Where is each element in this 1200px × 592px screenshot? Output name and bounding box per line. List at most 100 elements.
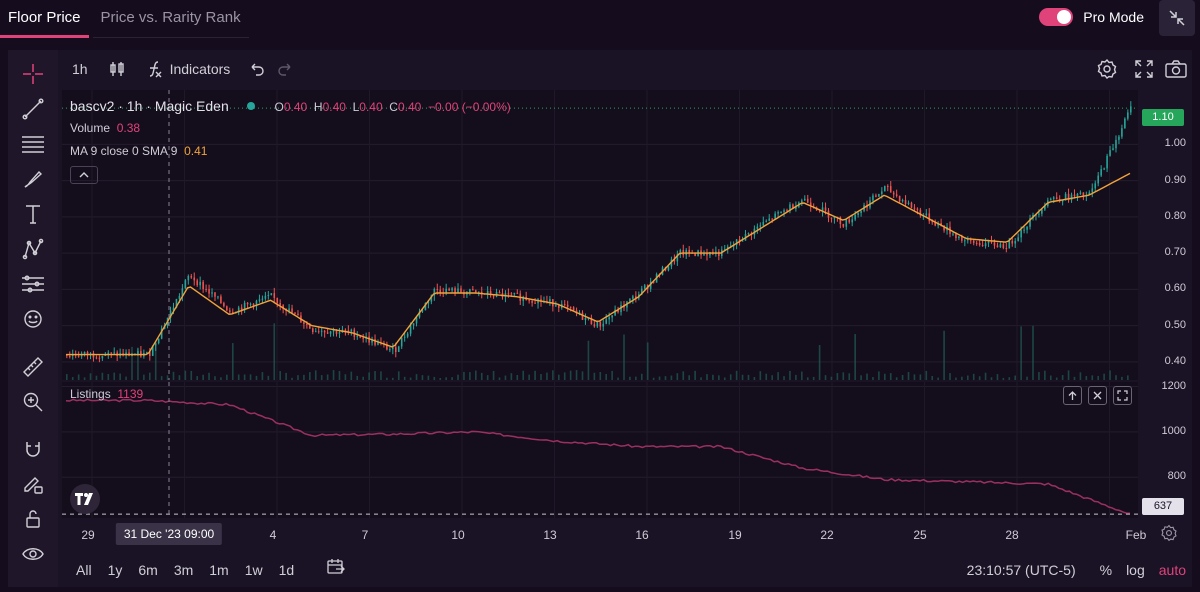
listings-pane[interactable]: Listings 1139	[62, 382, 1138, 518]
range-button-1w[interactable]: 1w	[244, 561, 263, 578]
candle-body	[978, 242, 981, 246]
volume-bar	[931, 376, 934, 380]
candle-body	[1091, 188, 1094, 193]
candle-body	[392, 347, 394, 350]
indicators-button[interactable]: Indicators	[146, 50, 230, 88]
pro-mode-toggle-group[interactable]: Pro Mode	[1039, 8, 1144, 26]
candle-body	[95, 357, 98, 359]
candle-body	[1112, 148, 1114, 151]
candle-body	[777, 212, 779, 214]
candle-body	[146, 352, 148, 354]
price-pane[interactable]: bascv2 · 1h · Magic Eden O0.40 H0.40 L0.…	[62, 90, 1138, 380]
volume-bar	[427, 375, 430, 380]
ruler-icon[interactable]	[19, 353, 47, 381]
candle-body	[881, 191, 883, 194]
listings-tick-label: 1000	[1161, 424, 1186, 437]
volume-bar	[368, 372, 370, 380]
range-button-1d[interactable]: 1d	[278, 561, 295, 578]
candle-body	[368, 336, 370, 343]
candle-body	[160, 328, 163, 339]
trend-line-icon[interactable]	[19, 95, 47, 123]
maximize-pane-button[interactable]	[1113, 386, 1132, 405]
interval-button[interactable]: 1h	[72, 50, 88, 88]
range-button-1y[interactable]: 1y	[107, 561, 123, 578]
candle-body	[460, 288, 462, 293]
candle-body	[374, 339, 376, 345]
pro-mode-toggle[interactable]	[1039, 8, 1074, 26]
lock-icon[interactable]	[19, 505, 47, 533]
time-tick-label: 10	[451, 528, 465, 542]
candle-body	[359, 335, 362, 338]
candle-body	[913, 207, 916, 209]
candle-body	[237, 307, 240, 313]
prediction-icon[interactable]	[19, 270, 47, 298]
candle-body	[489, 290, 492, 296]
settings-button[interactable]	[1096, 50, 1118, 88]
candle-body	[795, 206, 797, 209]
collapse-button[interactable]	[1159, 0, 1195, 36]
volume-bar	[439, 377, 442, 380]
goto-date-button[interactable]	[326, 558, 346, 581]
pane-controls	[1063, 386, 1132, 405]
drawing-toolbar	[8, 50, 58, 587]
time-tick-label: 7	[361, 528, 369, 542]
range-button-all[interactable]: All	[76, 561, 92, 578]
volume-bar	[226, 374, 228, 380]
candle-body	[344, 329, 347, 331]
candle-body	[389, 349, 391, 351]
price-axis[interactable]: 1.10 1.00 0.90 0.80 0.70 0.60 0.50 0.40	[1140, 90, 1192, 380]
tab-floor-price[interactable]: Floor Price	[0, 0, 89, 38]
volume-bar	[949, 373, 951, 380]
candle-body	[964, 240, 966, 242]
clock-label[interactable]: 23:10:57 (UTC-5)	[966, 561, 1076, 578]
axis-settings-button[interactable]	[1160, 524, 1178, 547]
snapshot-button[interactable]	[1164, 50, 1188, 88]
ohlc-open: 0.40	[283, 100, 308, 114]
price-chart[interactable]	[62, 90, 1138, 380]
lock-drawing-icon[interactable]	[19, 470, 47, 498]
move-pane-up-button[interactable]	[1063, 386, 1082, 405]
range-button-1m[interactable]: 1m	[209, 561, 229, 578]
volume-bar	[913, 374, 916, 380]
volume-bar	[605, 373, 608, 380]
collapse-legend-button[interactable]	[70, 166, 98, 184]
candle-body	[608, 317, 610, 320]
range-button-3m[interactable]: 3m	[173, 561, 194, 578]
candle-body	[229, 310, 231, 313]
candle-body	[966, 239, 969, 241]
volume-bar	[860, 375, 862, 380]
emoji-icon[interactable]	[19, 305, 47, 333]
tab-price-vs-rarity[interactable]: Price vs. Rarity Rank	[92, 0, 249, 38]
pattern-icon[interactable]	[19, 235, 47, 263]
percent-toggle[interactable]: %	[1099, 561, 1113, 578]
redo-button[interactable]	[276, 50, 294, 88]
zoom-in-icon[interactable]	[19, 388, 47, 416]
eye-icon[interactable]	[19, 540, 47, 568]
auto-toggle[interactable]: auto	[1158, 561, 1186, 578]
range-button-6m[interactable]: 6m	[138, 561, 158, 578]
undo-button[interactable]	[248, 50, 266, 88]
tradingview-logo[interactable]	[70, 484, 100, 514]
text-icon[interactable]	[19, 200, 47, 228]
magnet-icon[interactable]	[19, 435, 47, 463]
close-pane-button[interactable]	[1088, 386, 1107, 405]
volume-bar	[243, 374, 246, 380]
brush-icon[interactable]	[19, 165, 47, 193]
log-toggle[interactable]: log	[1126, 561, 1145, 578]
candle-body	[445, 288, 447, 294]
volume-bar	[1067, 370, 1070, 380]
candle-body	[101, 355, 104, 359]
crosshair-icon[interactable]	[19, 60, 47, 88]
fullscreen-button[interactable]	[1134, 50, 1154, 88]
listings-chart[interactable]	[62, 382, 1138, 518]
candle-body	[220, 296, 222, 304]
listings-axis[interactable]: 1200 1000 800 637	[1140, 380, 1192, 518]
chart-type-button[interactable]	[108, 50, 126, 88]
candle-body	[264, 295, 267, 299]
candle-body	[629, 298, 631, 302]
chart-widget: 1h Indicators bascv2 · 1h · Magic Eden	[8, 50, 1192, 587]
fib-icon[interactable]	[19, 130, 47, 158]
time-axis[interactable]: 29 4 7 10 13 16 19 22 25 28 Feb 31 Dec '23 09:00	[62, 520, 1146, 548]
volume-bar	[741, 374, 744, 380]
symbol-legend: bascv2 · 1h · Magic Eden O0.40 H0.40 L0.…	[70, 98, 511, 114]
